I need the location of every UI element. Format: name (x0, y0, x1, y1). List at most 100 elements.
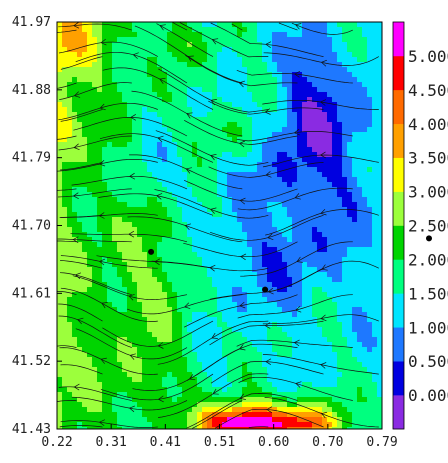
speed-cell (307, 122, 313, 128)
speed-cell (327, 102, 333, 108)
speed-cell (262, 297, 268, 303)
speed-cell (282, 147, 288, 153)
speed-cell (82, 382, 88, 388)
speed-cell (357, 147, 363, 153)
speed-cell (82, 242, 88, 248)
speed-cell (287, 292, 293, 298)
speed-cell (282, 362, 288, 368)
speed-cell (352, 297, 358, 303)
speed-cell (312, 392, 318, 398)
speed-cell (222, 42, 228, 48)
speed-cell (167, 217, 173, 223)
speed-cell (102, 92, 108, 98)
speed-cell (257, 152, 263, 158)
speed-cell (307, 372, 313, 378)
speed-cell (132, 167, 138, 173)
speed-cell (77, 257, 83, 263)
speed-cell (182, 387, 188, 393)
speed-cell (277, 327, 283, 333)
speed-cell (232, 387, 238, 393)
speed-cell (237, 402, 243, 408)
speed-cell (242, 322, 248, 328)
speed-cell (297, 187, 303, 193)
speed-cell (377, 192, 382, 198)
speed-cell (72, 42, 78, 48)
speed-cell (82, 77, 88, 83)
speed-cell (307, 47, 313, 53)
speed-cell (87, 307, 93, 313)
speed-cell (97, 272, 103, 278)
speed-cell (292, 387, 298, 393)
speed-cell (177, 357, 183, 363)
speed-cell (192, 307, 198, 313)
speed-cell (77, 157, 83, 163)
speed-cell (347, 342, 353, 348)
speed-cell (247, 32, 253, 38)
speed-cell (297, 42, 303, 48)
speed-cell (237, 52, 243, 58)
speed-cell (257, 187, 263, 193)
speed-cell (347, 122, 353, 128)
speed-cell (167, 92, 173, 98)
speed-cell (187, 182, 193, 188)
speed-cell (152, 142, 158, 148)
speed-cell (142, 122, 148, 128)
speed-cell (127, 392, 133, 398)
speed-cell (247, 377, 253, 383)
speed-cell (302, 292, 308, 298)
speed-cell (127, 382, 133, 388)
speed-cell (272, 157, 278, 163)
speed-cell (192, 187, 198, 193)
speed-cell (272, 217, 278, 223)
speed-cell (132, 347, 138, 353)
speed-cell (242, 77, 248, 83)
speed-cell (302, 327, 308, 333)
speed-cell (342, 52, 348, 58)
speed-cell (152, 362, 158, 368)
speed-cell (292, 312, 298, 318)
speed-cell (87, 47, 93, 53)
speed-cell (87, 167, 93, 173)
speed-cell (252, 387, 258, 393)
speed-cell (137, 227, 143, 233)
speed-cell (302, 342, 308, 348)
speed-cell (207, 352, 213, 358)
speed-cell (282, 262, 288, 268)
speed-cell (352, 217, 358, 223)
speed-cell (347, 62, 353, 68)
speed-cell (202, 27, 208, 33)
speed-cell (147, 282, 153, 288)
speed-cell (127, 357, 133, 363)
speed-cell (162, 247, 168, 253)
speed-cell (82, 57, 88, 63)
speed-cell (92, 257, 98, 263)
speed-cell (162, 242, 168, 248)
speed-cell (112, 117, 118, 123)
speed-cell (282, 112, 288, 118)
speed-cell (307, 382, 313, 388)
speed-cell (202, 52, 208, 58)
speed-cell (72, 117, 78, 123)
speed-cell (372, 227, 378, 233)
speed-cell (142, 272, 148, 278)
speed-cell (287, 272, 293, 278)
speed-cell (317, 302, 323, 308)
speed-cell (322, 272, 328, 278)
speed-cell (202, 67, 208, 73)
speed-cell (182, 162, 188, 168)
speed-cell (177, 242, 183, 248)
speed-cell (322, 232, 328, 238)
speed-cell (242, 362, 248, 368)
speed-cell (192, 247, 198, 253)
speed-cell (282, 327, 288, 333)
speed-cell (172, 207, 178, 213)
speed-cell (127, 267, 133, 273)
speed-cell (137, 212, 143, 218)
speed-cell (322, 142, 328, 148)
speed-cell (242, 192, 248, 198)
speed-cell (62, 387, 68, 393)
speed-cell (102, 82, 108, 88)
speed-cell (67, 162, 73, 168)
speed-cell (327, 67, 333, 73)
speed-cell (167, 262, 173, 268)
